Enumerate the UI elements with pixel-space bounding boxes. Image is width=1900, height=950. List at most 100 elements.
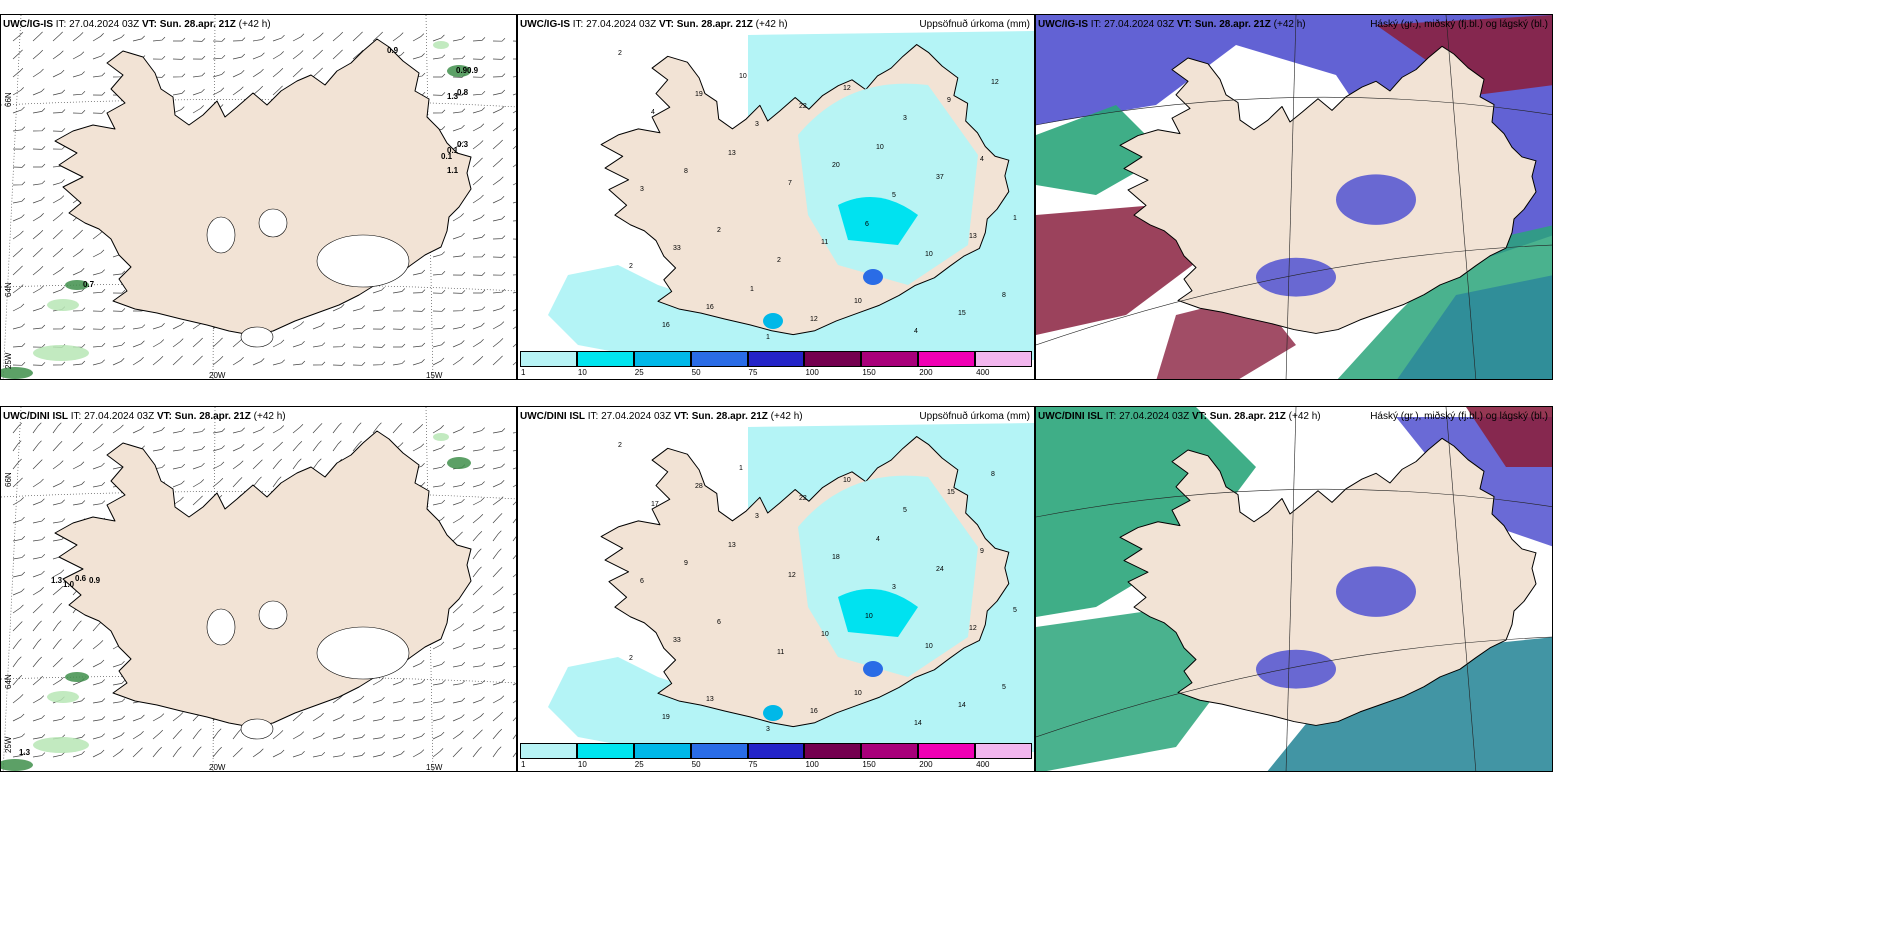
- lon-label-15w: 15W: [426, 371, 443, 380]
- precip-value: 20: [832, 162, 840, 169]
- precip-value: 4: [876, 536, 880, 543]
- precip-value: 11: [777, 649, 784, 656]
- precip-value: 7: [788, 180, 792, 187]
- precip-area-mid: [838, 197, 918, 245]
- precip-value: 17: [651, 501, 659, 508]
- panel-title: UWC/DINI ISL IT: 27.04.2024 03Z VT: Sun.…: [520, 411, 803, 422]
- wind-value-label: 0.8: [457, 88, 469, 97]
- colorbar-swatch: [975, 743, 1032, 759]
- precip-value: 10: [821, 631, 829, 638]
- precip-value: 13: [969, 233, 977, 240]
- precip-patch: [433, 433, 449, 441]
- precip-patch: [1, 759, 33, 771]
- precip-value: 14: [958, 702, 966, 709]
- precip-value: 1: [750, 286, 754, 293]
- precip-value: 10: [925, 643, 933, 650]
- precip-value: 1: [739, 465, 743, 472]
- wind-value-label: 0.1: [447, 146, 459, 155]
- precip-value: 19: [695, 91, 703, 98]
- lat-label-64n: 64N: [4, 282, 13, 297]
- cloud-layer-area: [1256, 257, 1336, 297]
- precip-value: 2: [629, 655, 633, 662]
- precip-value: 4: [914, 328, 918, 335]
- precip-area-light: [798, 83, 978, 285]
- precip-area-heavy: [863, 661, 883, 677]
- cloud-layer-area: [1256, 649, 1336, 689]
- panel-subtitle: Uppsöfnuð úrkoma (mm): [919, 411, 1030, 422]
- precip-value: 15: [958, 310, 966, 317]
- precip-value: 3: [892, 584, 896, 591]
- precip-value: 5: [1002, 684, 1006, 691]
- wind-value-label: 1.3: [51, 576, 63, 585]
- colorbar-tick-label: 25: [634, 368, 644, 377]
- wind-value-label: 0.1: [441, 152, 453, 161]
- precip-value: 3: [903, 115, 907, 122]
- wind-value-label: 0.9: [387, 46, 399, 55]
- colorbar-swatch: [861, 743, 919, 759]
- wind-value-label: 0.3: [457, 140, 469, 149]
- colorbar-swatch: [918, 743, 976, 759]
- iceland-landmass: [54, 38, 472, 348]
- precip-patch: [33, 737, 89, 753]
- cloud-layer-area: [1336, 566, 1416, 617]
- precip-map: 2352133244710162237331298111519201316124…: [518, 15, 1034, 379]
- precip-colorbar: 1 10 25 50 75 100 150 200 400: [520, 743, 1032, 769]
- colorbar-swatch: [975, 351, 1032, 367]
- colorbar-swatch: [804, 351, 862, 367]
- colorbar-swatch: [576, 743, 634, 759]
- lon-label-20w: 20W: [209, 763, 226, 772]
- precip-value: 10: [876, 144, 884, 151]
- colorbar-swatch: [633, 351, 691, 367]
- precip-value: 12: [810, 316, 818, 323]
- precip-area-mid: [838, 589, 918, 637]
- precip-value: 16: [662, 322, 670, 329]
- cloud-map: [1036, 407, 1552, 771]
- precip-value: 28: [695, 483, 703, 490]
- precip-value: 9: [980, 548, 984, 555]
- precip-patch: [47, 691, 79, 703]
- precip-value: 16: [706, 304, 714, 311]
- panel-precip-ig-is: UWC/IG-IS IT: 27.04.2024 03Z VT: Sun. 28…: [517, 14, 1035, 380]
- precip-value: 13: [728, 150, 736, 157]
- precip-area-heavy: [863, 269, 883, 285]
- precip-value: 6: [640, 578, 644, 585]
- precip-value: 10: [865, 613, 873, 620]
- cloud-layer-area: [1466, 407, 1552, 467]
- wind-value-label: 0.9: [89, 576, 101, 585]
- colorbar-tick-label: 25: [634, 760, 644, 769]
- wind-value-label: 1.0: [63, 580, 75, 589]
- wind-value-label: 1.3: [447, 92, 459, 101]
- colorbar-tick-label: 1: [521, 368, 526, 377]
- precip-patch: [65, 672, 89, 682]
- colorbar-tick-label: 400: [976, 760, 990, 769]
- colorbar-tick-label: 50: [691, 760, 701, 769]
- panel-title: UWC/IG-IS IT: 27.04.2024 03Z VT: Sun. 28…: [1038, 19, 1306, 30]
- precip-value: 33: [673, 245, 681, 252]
- precip-value: 10: [854, 298, 862, 305]
- colorbar-swatch: [804, 743, 862, 759]
- precip-value: 2: [717, 227, 721, 234]
- precip-value: 13: [728, 542, 736, 549]
- precip-value: 33: [673, 637, 681, 644]
- colorbar-tick-label: 75: [748, 760, 758, 769]
- iceland-landmass: [1119, 45, 1537, 334]
- panel-subtitle: Uppsöfnuð úrkoma (mm): [919, 19, 1030, 30]
- precip-value: 12: [969, 625, 977, 632]
- precip-value: 5: [1013, 607, 1017, 614]
- colorbar-tick-label: 150: [862, 760, 876, 769]
- wind-value-label: 1.1: [447, 166, 459, 175]
- colorbar-swatch: [690, 743, 748, 759]
- colorbar-tick-label: 50: [691, 368, 701, 377]
- precip-value: 8: [1002, 292, 1006, 299]
- precip-map: 2332356111417121019222433161591014281812…: [518, 407, 1034, 771]
- precip-value: 3: [755, 513, 759, 520]
- lon-label-25w: 25W: [4, 352, 13, 369]
- precip-value: 4: [980, 156, 984, 163]
- colorbar-swatch: [690, 351, 748, 367]
- cloud-layer-area: [1336, 174, 1416, 225]
- colorbar-tick-label: 150: [862, 368, 876, 377]
- panel-title: UWC/IG-IS IT: 27.04.2024 03Z VT: Sun. 28…: [520, 19, 788, 30]
- precip-value: 12: [991, 79, 999, 86]
- colorbar-tick-label: 1: [521, 760, 526, 769]
- wind-value-label: 0.9: [467, 66, 479, 75]
